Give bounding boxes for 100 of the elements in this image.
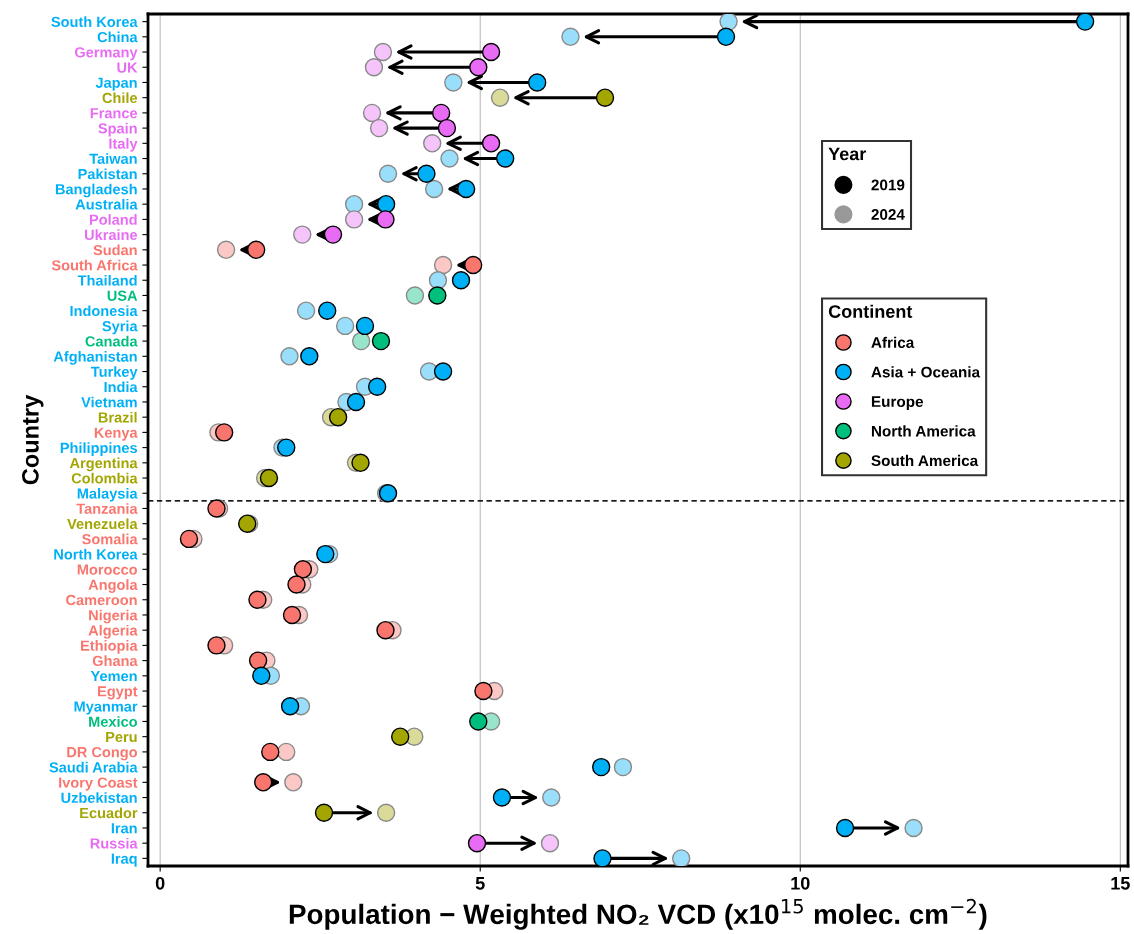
point xyxy=(300,347,319,366)
point xyxy=(595,88,615,107)
point xyxy=(469,58,488,77)
point xyxy=(179,529,199,549)
y-tick-label: Vietnam xyxy=(81,396,137,408)
point xyxy=(417,164,436,183)
y-tick-label: Canada xyxy=(85,335,138,347)
point xyxy=(280,697,300,716)
point xyxy=(428,286,447,305)
y-tick-label: Algeria xyxy=(88,624,138,639)
y-tick-label: Ethiopia xyxy=(81,640,138,654)
y-tick-label: India xyxy=(104,381,138,393)
y-tick-label: Cameroon xyxy=(66,594,137,606)
y-tick-label: Italy xyxy=(109,138,138,152)
point xyxy=(246,240,266,260)
y-tick-label: Angola xyxy=(88,579,138,593)
y-tick-label: Bangladesh xyxy=(55,183,137,198)
point xyxy=(254,773,273,792)
point xyxy=(391,727,410,746)
text: Year xyxy=(828,147,867,161)
annotation: 2019 xyxy=(871,179,905,191)
y-tick-label: USA xyxy=(107,290,138,301)
point xyxy=(287,575,306,594)
point xyxy=(282,605,302,625)
point xyxy=(248,651,268,670)
y-axis-title: Country xyxy=(22,394,44,485)
y-tick-label: Saudi Arabia xyxy=(49,761,138,773)
point xyxy=(293,560,313,579)
point xyxy=(469,712,488,731)
point xyxy=(672,849,691,866)
point xyxy=(376,210,395,229)
point xyxy=(527,73,547,92)
y-tick-label: Taiwan xyxy=(89,153,137,164)
point xyxy=(371,331,391,351)
point xyxy=(481,42,501,62)
point xyxy=(1075,14,1095,31)
point xyxy=(207,636,226,655)
y-tick-label: Venezuela xyxy=(67,518,138,530)
y-tick-label: China xyxy=(97,31,138,43)
point xyxy=(481,134,501,153)
y-tick-label: Iran xyxy=(111,823,137,834)
text: Continent xyxy=(828,304,913,318)
point xyxy=(433,362,453,381)
point xyxy=(328,407,348,427)
y-tick-label: Afghanistan xyxy=(53,351,137,365)
y-tick-label: Ukraine xyxy=(84,229,138,241)
point xyxy=(835,818,855,838)
y-tick-label: Ecuador xyxy=(80,807,138,819)
y-tick-label: Ivory Coast xyxy=(59,777,138,791)
legend-label: Asia + Oceania xyxy=(871,366,981,378)
y-tick-label: Syria xyxy=(102,320,138,335)
point xyxy=(367,377,387,396)
legend-label: Africa xyxy=(871,336,915,348)
y-tick-label: North Korea xyxy=(54,548,138,560)
y-tick-label: Brazil xyxy=(98,411,137,423)
y-tick-label: Peru xyxy=(106,731,137,743)
y-tick-label: South Africa xyxy=(51,259,138,271)
y-tick-label: Spain xyxy=(98,122,137,137)
x-axis-title: Population − Weighted NO₂ VCD (x10$^{15}$ molec. cm$^{−2}$) xyxy=(289,898,987,930)
y-tick-label: Yemen xyxy=(90,671,137,682)
y-tick-label: Kenya xyxy=(94,427,138,441)
y-tick-label: Poland xyxy=(89,214,137,225)
legend-label: South America xyxy=(871,454,979,467)
annotation: 2024 xyxy=(871,209,905,220)
point xyxy=(376,194,396,214)
y-tick-label: Sudan xyxy=(93,244,137,256)
point xyxy=(323,225,343,244)
y-tick-label: Morocco xyxy=(77,564,138,575)
point xyxy=(716,27,736,47)
point xyxy=(437,118,457,138)
point xyxy=(214,423,234,442)
point xyxy=(463,255,483,275)
point xyxy=(314,803,334,822)
point xyxy=(451,271,471,290)
x-tick-label: 5 xyxy=(475,877,485,890)
y-tick-label: Tanzania xyxy=(76,503,138,514)
y-tick-label: UK xyxy=(117,62,138,73)
point xyxy=(346,392,366,412)
y-tick-label: DR Congo xyxy=(67,746,138,761)
point xyxy=(355,316,375,336)
legend-label: North America xyxy=(871,425,976,437)
y-tick-label: Argentina xyxy=(69,457,138,472)
point xyxy=(593,849,612,866)
y-tick-label: Turkey xyxy=(91,366,138,380)
y-tick-label: Myanmar xyxy=(74,701,138,715)
x-tick-label: 10 xyxy=(791,876,810,890)
y-tick-label: Japan xyxy=(95,77,137,91)
point xyxy=(431,103,451,123)
y-tick-label: South Korea xyxy=(51,16,138,28)
y-tick-label: Pakistan xyxy=(78,168,137,180)
point xyxy=(467,833,487,853)
y-tick-label: Colombia xyxy=(71,472,138,484)
y-tick-label: Malaysia xyxy=(77,487,138,502)
point xyxy=(492,788,512,807)
y-tick-label: Nigeria xyxy=(89,609,138,624)
y-tick-label: Somalia xyxy=(82,533,138,545)
y-tick-label: Philippines xyxy=(60,442,137,456)
y-tick-label: Germany xyxy=(74,47,138,61)
y-tick-label: Iraq xyxy=(111,853,137,867)
y-tick-label: Mexico xyxy=(89,716,138,727)
